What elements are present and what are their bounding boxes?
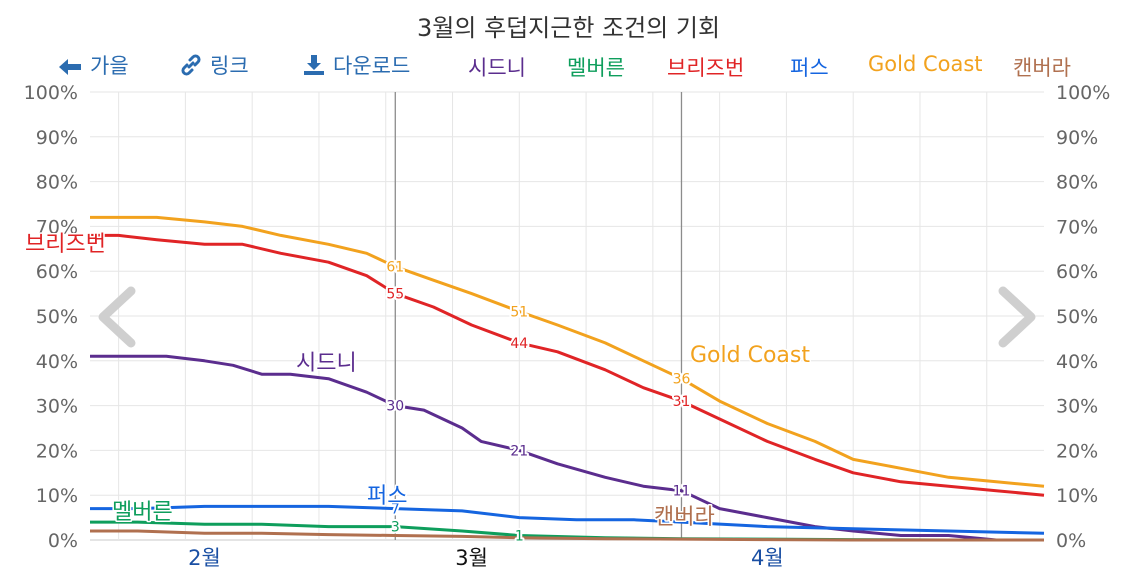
legend-item-brisbane[interactable]: 브리즈번 [667, 56, 745, 80]
series-line-brisbane [90, 233, 1045, 497]
y-tick-label: 40% [1056, 351, 1098, 373]
chart-title: 3월의 후덥지근한 조건의 기회 [416, 14, 721, 42]
arrow-left-icon [59, 59, 81, 75]
y-tick-label: 100% [24, 82, 78, 104]
inline-label-gold-coast: Gold Coast [690, 343, 810, 368]
y-tick-label: 60% [36, 261, 78, 283]
y-tick-label: 50% [36, 306, 78, 328]
y-tick-label: 0% [1056, 530, 1086, 552]
point-label-gold-coast: 36 [673, 372, 691, 388]
chevron-left-icon [98, 286, 136, 348]
legend-item-melbourne[interactable]: 멜버른 [567, 56, 625, 80]
y-tick-label: 30% [36, 396, 78, 418]
x-month-label: 4월 [751, 546, 784, 570]
y-tick-label: 80% [1056, 172, 1098, 194]
series-line-sydney [90, 354, 1044, 542]
inline-label-sydney: 시드니 [296, 351, 357, 376]
next-arrow[interactable] [998, 286, 1036, 348]
series-line-canberra [90, 529, 1044, 542]
y-tick-label: 70% [36, 216, 78, 238]
point-label-melbourne: 1 [515, 529, 524, 545]
y-axis-left: 0% 10% 20% 30% 40% 50% 60% 70% 80% 90% 100% [24, 82, 78, 552]
y-tick-label: 80% [36, 172, 78, 194]
y-tick-label: 20% [36, 440, 78, 462]
point-label-sydney: 21 [510, 443, 528, 459]
grid [90, 91, 1044, 541]
y-tick-label: 10% [1056, 485, 1098, 507]
y-tick-label: 60% [1056, 261, 1098, 283]
inline-label-canberra: 캔버라 [654, 505, 715, 530]
download-button[interactable]: 다운로드 [303, 50, 410, 80]
prev-arrow[interactable] [98, 286, 136, 348]
point-label-brisbane: 31 [673, 394, 691, 410]
download-button-label: 다운로드 [333, 54, 411, 78]
y-tick-label: 50% [1056, 306, 1098, 328]
x-month-label: 2월 [188, 546, 221, 570]
series-line-gold-coast [90, 215, 1045, 488]
y-tick-label: 30% [1056, 396, 1098, 418]
point-label-gold-coast: 61 [386, 260, 404, 276]
series-line-perth [90, 504, 1045, 535]
y-tick-label: 100% [1056, 82, 1110, 104]
legend-item-perth[interactable]: 퍼스 [790, 56, 829, 80]
link-button-label: 링크 [210, 54, 249, 78]
y-tick-label: 90% [36, 127, 78, 149]
vertical-markers [394, 92, 683, 540]
x-axis-months: 2월 3월 4월 [188, 546, 784, 570]
point-label-sydney: 30 [386, 399, 404, 415]
inline-label-brisbane: 브리즈번 [25, 232, 106, 257]
y-tick-label: 70% [1056, 216, 1098, 238]
x-month-label: 3월 [455, 546, 488, 570]
y-tick-label: 10% [36, 485, 78, 507]
legend-item-gold-coast[interactable]: Gold Coast [868, 52, 983, 76]
point-label-gold-coast: 51 [510, 305, 528, 321]
point-label-melbourne: 3 [391, 520, 400, 536]
back-button[interactable]: 가을 [58, 50, 129, 80]
chevron-right-icon [998, 286, 1036, 348]
y-axis-right: 0% 10% 20% 30% 40% 50% 60% 70% 80% 90% 100% [1056, 82, 1110, 552]
series-lines [90, 215, 1045, 542]
point-label-brisbane: 44 [510, 336, 528, 352]
point-label-sydney: 11 [673, 484, 691, 500]
link-icon [181, 54, 201, 76]
legend-item-sydney[interactable]: 시드니 [468, 56, 526, 80]
inline-label-perth: 퍼스 [367, 484, 407, 509]
chart-toolbar: 가을 링크 다운로드 시드니 멜버른 브리즈번 퍼스 Gold Coast 캔버… [0, 50, 1137, 82]
point-label-perth: 7 [391, 502, 400, 518]
link-button[interactable]: 링크 [180, 50, 249, 80]
y-tick-label: 90% [1056, 127, 1098, 149]
download-icon [304, 55, 324, 75]
y-tick-label: 20% [1056, 440, 1098, 462]
y-tick-label: 0% [48, 530, 78, 552]
y-tick-label: 40% [36, 351, 78, 373]
legend-item-canberra[interactable]: 캔버라 [1013, 56, 1071, 80]
point-label-brisbane: 55 [386, 287, 404, 303]
back-button-label: 가을 [90, 54, 129, 78]
inline-label-melbourne: 멜버른 [112, 500, 173, 525]
